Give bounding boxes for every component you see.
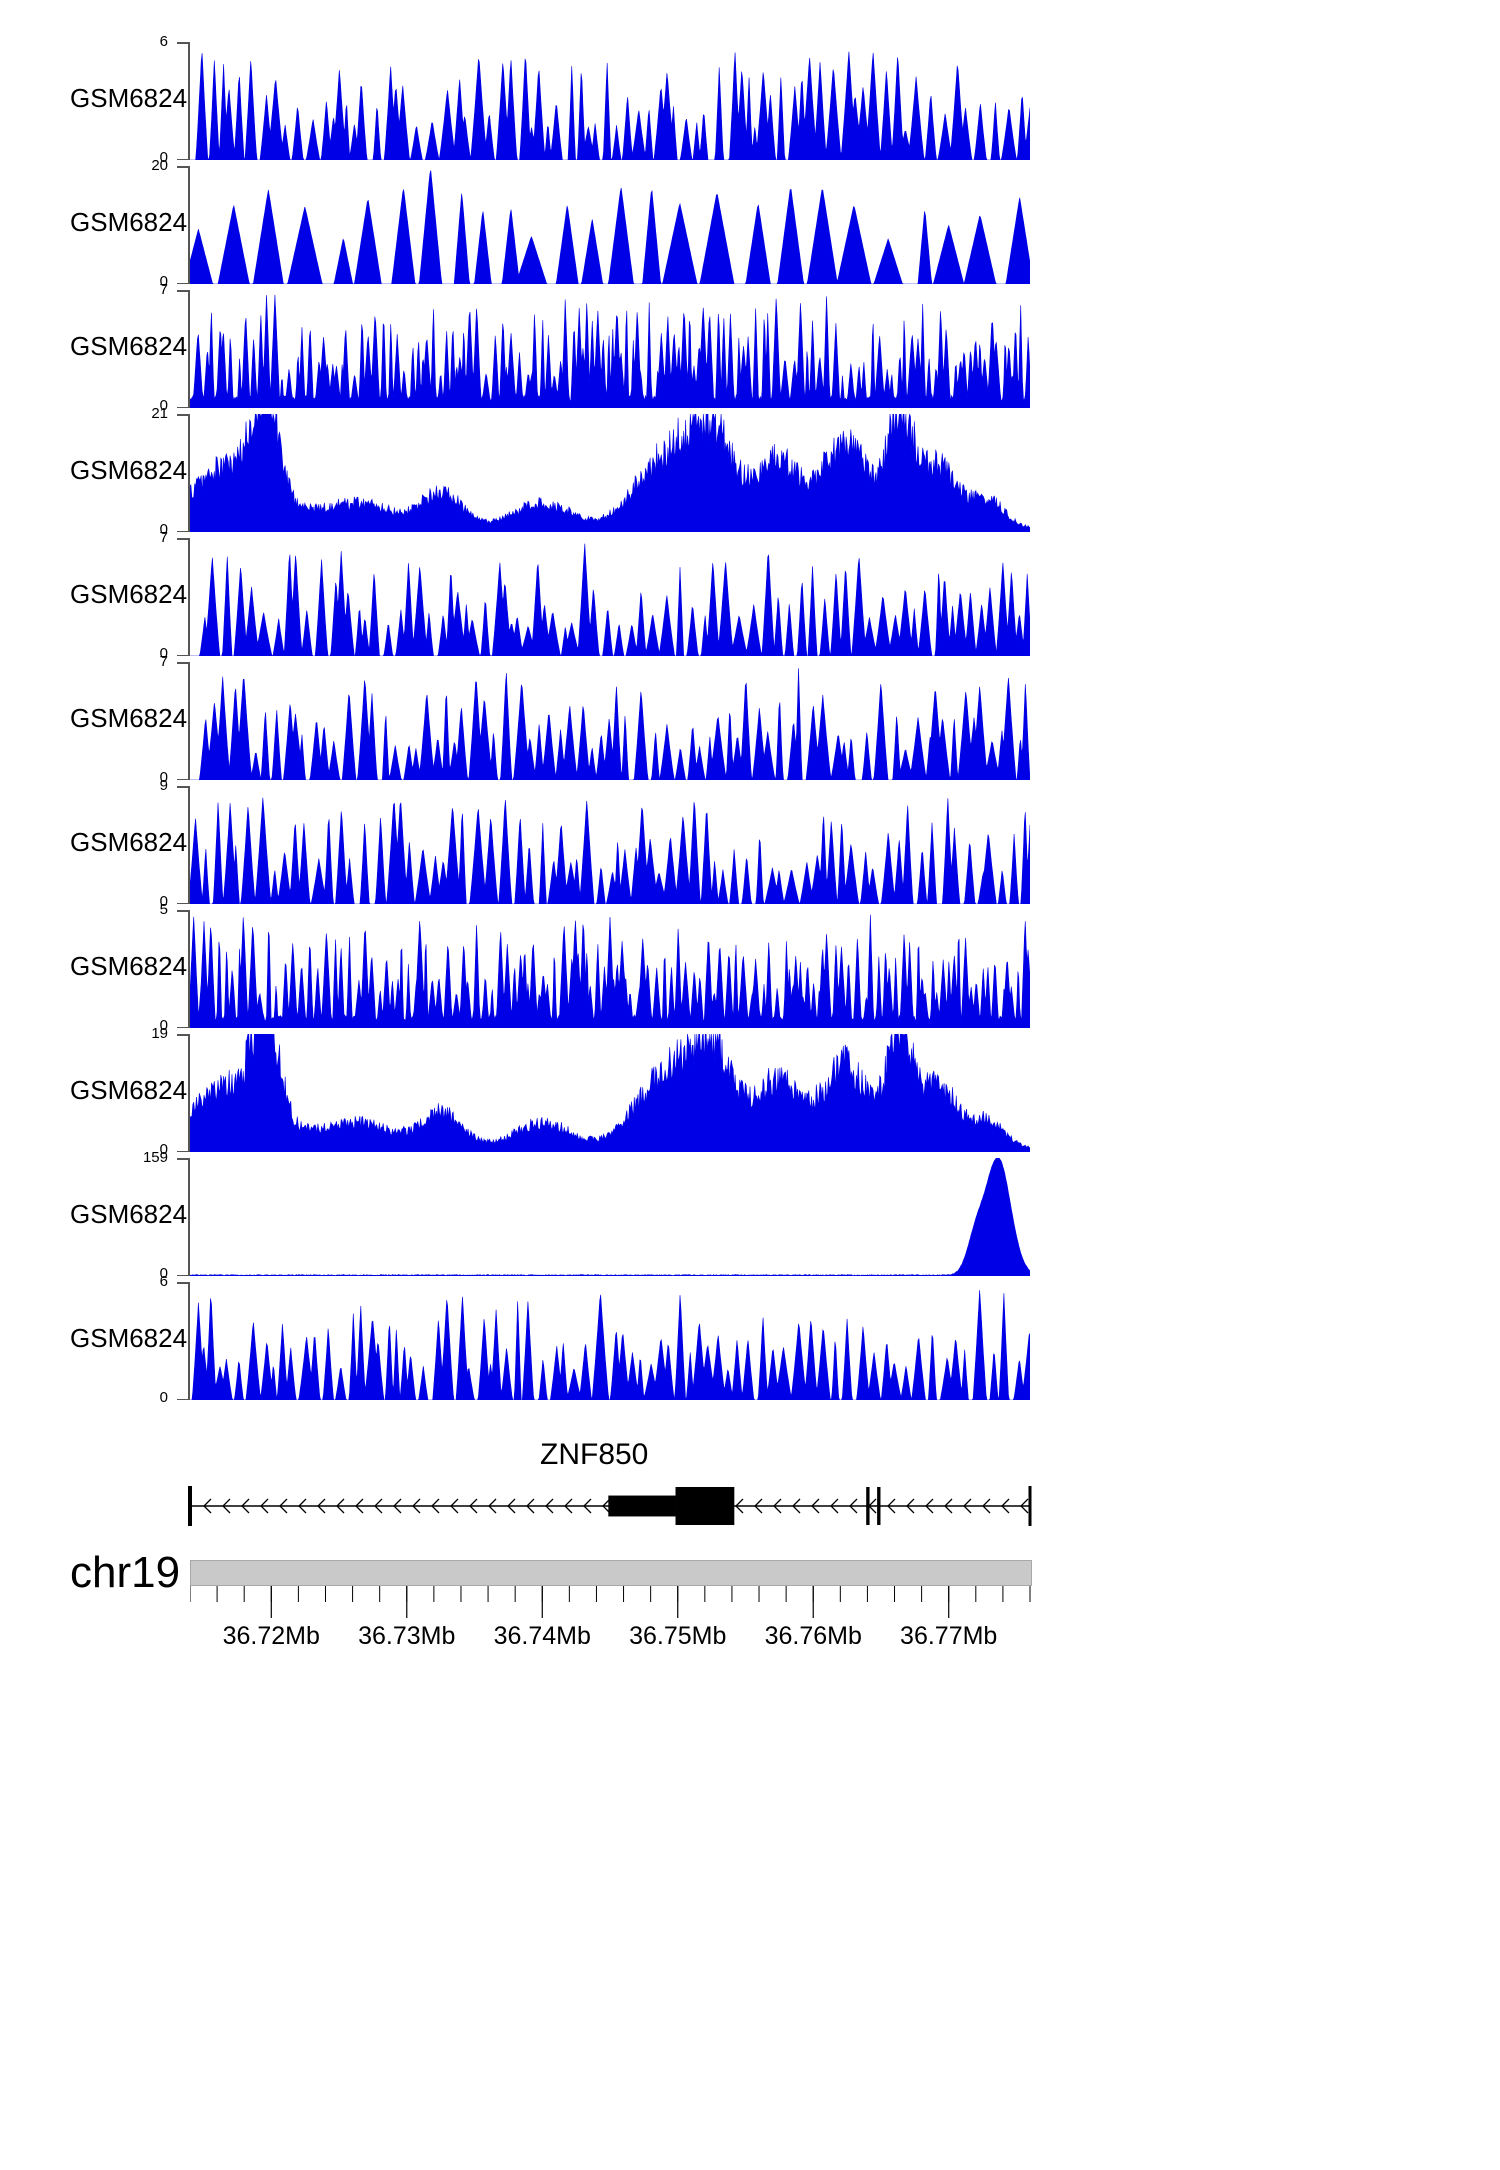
y-axis-tick-min xyxy=(177,1274,189,1276)
y-axis-tick-max xyxy=(177,1282,189,1284)
coverage-track: GSM6824676 19 0 xyxy=(0,1025,1500,1158)
y-axis-max-label: 21 xyxy=(151,405,168,422)
y-axis-tick-max xyxy=(177,662,189,664)
y-axis-max-label: 20 xyxy=(151,157,168,174)
y-axis-min-label: 0 xyxy=(159,645,168,662)
y-axis-line xyxy=(188,786,190,904)
y-axis-line xyxy=(188,910,190,1028)
y-axis-tick-max xyxy=(177,1158,189,1160)
y-axis-max-label: 9 xyxy=(159,777,168,794)
y-axis-tick-min xyxy=(177,1150,189,1152)
y-axis-max-label: 6 xyxy=(159,33,168,50)
coverage-track: GSM6824679 7 0 xyxy=(0,653,1500,786)
y-axis-min-label: 0 xyxy=(159,769,168,786)
y-axis-min-label: 0 xyxy=(159,893,168,910)
y-axis-tick-max xyxy=(177,786,189,788)
coverage-track: GSM6824680 7 0 xyxy=(0,529,1500,662)
y-axis-line xyxy=(188,290,190,408)
coverage-track: GSM6824682 7 0 xyxy=(0,281,1500,414)
y-axis-line xyxy=(188,1282,190,1400)
y-axis-line xyxy=(188,166,190,284)
y-axis-tick-min xyxy=(177,654,189,656)
genome-axis-track: chr19 36.72Mb 36.73Mb 36.74Mb 36.75Mb 36.76Mb… xyxy=(0,1548,1500,1704)
y-axis-min-label: 0 xyxy=(159,1265,168,1282)
y-axis-min-label: 0 xyxy=(159,1141,168,1158)
coverage-plot-area xyxy=(190,414,1030,532)
y-axis-min-label: 0 xyxy=(159,1017,168,1034)
y-axis-tick-min xyxy=(177,902,189,904)
y-axis-max-label: 7 xyxy=(159,653,168,670)
y-axis-tick-max xyxy=(177,1034,189,1036)
coverage-plot-area xyxy=(190,1034,1030,1152)
genome-axis-ticks xyxy=(190,1586,1031,1618)
genome-axis-tick-label: 36.76Mb xyxy=(764,1622,862,1650)
genome-axis-tick-label: 36.75Mb xyxy=(629,1622,727,1650)
y-axis-min-label: 0 xyxy=(159,1389,168,1406)
y-axis-line xyxy=(188,1158,190,1276)
y-axis-tick-min xyxy=(177,1026,189,1028)
gene-name-label: ZNF850 xyxy=(540,1438,649,1471)
y-axis-tick-min xyxy=(177,778,189,780)
genome-axis-tick-label: 36.72Mb xyxy=(222,1622,320,1650)
coverage-track: GSM6824681 21 0 xyxy=(0,405,1500,538)
coverage-plot-area xyxy=(190,166,1030,284)
coverage-track: GSM6824677 5 0 xyxy=(0,901,1500,1034)
y-axis-max-label: 19 xyxy=(151,1025,168,1042)
y-axis-tick-max xyxy=(177,414,189,416)
y-axis-max-label: 5 xyxy=(159,901,168,918)
y-axis-min-label: 0 xyxy=(159,397,168,414)
coverage-plot-area xyxy=(190,538,1030,656)
y-axis-tick-min xyxy=(177,1398,189,1400)
y-axis-tick-max xyxy=(177,290,189,292)
y-axis-tick-min xyxy=(177,406,189,408)
y-axis-tick-max xyxy=(177,42,189,44)
y-axis-line xyxy=(188,662,190,780)
coverage-track: GSM6824675 159 0 xyxy=(0,1149,1500,1282)
y-axis-tick-min xyxy=(177,158,189,160)
gene-model-track: ZNF850 xyxy=(0,1438,1500,1532)
coverage-plot-area xyxy=(190,910,1030,1028)
y-axis-line xyxy=(188,42,190,160)
y-axis-line xyxy=(188,414,190,532)
coverage-track: GSM6824683 20 0 xyxy=(0,157,1500,290)
coverage-track: GSM6824678 9 0 xyxy=(0,777,1500,910)
y-axis-line xyxy=(188,1034,190,1152)
y-axis-tick-min xyxy=(177,282,189,284)
y-axis-tick-max xyxy=(177,538,189,540)
chromosome-label: chr19 xyxy=(70,1548,181,1597)
coverage-plot-area xyxy=(190,42,1030,160)
coverage-plot-area xyxy=(190,786,1030,904)
coverage-track: GSM6824674 6 0 xyxy=(0,1273,1500,1406)
y-axis-tick-max xyxy=(177,910,189,912)
genome-axis-tick-label: 36.74Mb xyxy=(493,1622,591,1650)
genome-axis-tick-label: 36.73Mb xyxy=(358,1622,456,1650)
coverage-plot-area xyxy=(190,1158,1030,1276)
coverage-plot-area xyxy=(190,662,1030,780)
genome-axis-tick-label: 36.77Mb xyxy=(900,1622,998,1650)
y-axis-max-label: 7 xyxy=(159,529,168,546)
y-axis-max-label: 7 xyxy=(159,281,168,298)
coverage-track: GSM6824684 6 0 xyxy=(0,33,1500,166)
y-axis-min-label: 0 xyxy=(159,521,168,538)
y-axis-max-label: 6 xyxy=(159,1273,168,1290)
y-axis-min-label: 0 xyxy=(159,273,168,290)
y-axis-max-label: 159 xyxy=(142,1149,168,1166)
coverage-plot-area xyxy=(190,290,1030,408)
chromosome-ideogram-bar xyxy=(190,1560,1032,1586)
y-axis-line xyxy=(188,538,190,656)
y-axis-tick-max xyxy=(177,166,189,168)
y-axis-min-label: 0 xyxy=(159,149,168,166)
y-axis-tick-min xyxy=(177,530,189,532)
gene-model-graphic xyxy=(188,1486,1032,1526)
coverage-plot-area xyxy=(190,1282,1030,1400)
